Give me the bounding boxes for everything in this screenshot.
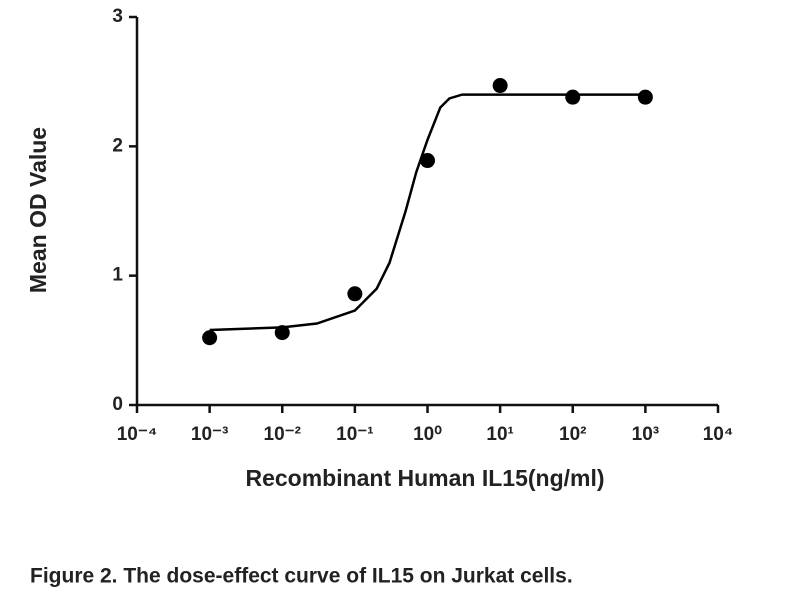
fit-curve: [209, 93, 646, 332]
x-axis-title: Recombinant Human IL15(ng/ml): [245, 465, 604, 491]
data-point: [492, 78, 508, 94]
data-point: [637, 89, 653, 105]
x-tick-label: 10⁴: [703, 424, 734, 445]
data-point: [420, 153, 435, 169]
x-tick-label: 10⁻³: [191, 424, 229, 445]
x-tick-label: 10⁰: [413, 424, 442, 445]
x-tick-label: 10¹: [486, 424, 513, 445]
x-tick-label: 10⁻⁴: [117, 424, 158, 445]
y-tick-label: 3: [112, 6, 123, 27]
data-point: [274, 325, 290, 341]
x-tick-label: 10²: [559, 424, 586, 445]
y-tick-label: 2: [112, 135, 123, 156]
data-point: [347, 286, 363, 302]
y-axis-title: Mean OD Value: [25, 127, 51, 293]
x-tick-label: 10⁻¹: [336, 424, 374, 445]
y-tick-label: 0: [112, 394, 123, 415]
x-tick-label: 10⁻²: [264, 424, 302, 445]
y-tick-label: 1: [112, 265, 123, 286]
x-tick-label: 10³: [632, 424, 659, 445]
data-point: [202, 330, 218, 346]
data-point: [565, 89, 581, 105]
caption: Figure 2. The dose-effect curve of IL15 …: [30, 565, 573, 588]
